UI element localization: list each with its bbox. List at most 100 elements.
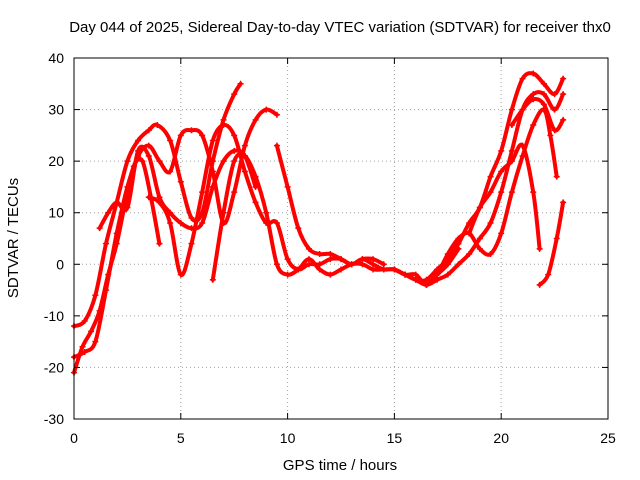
data-point <box>476 235 483 242</box>
data-point <box>295 266 302 273</box>
data-point <box>551 106 558 113</box>
data-point <box>536 281 543 288</box>
data-point <box>466 230 473 237</box>
y-tick-label: 20 <box>48 153 64 169</box>
x-tick-label: 10 <box>280 430 296 446</box>
series-line <box>72 81 243 329</box>
data-point <box>553 173 560 180</box>
y-tick-label: 30 <box>48 102 64 118</box>
data-point <box>530 91 537 98</box>
data-point <box>508 158 515 165</box>
data-point <box>209 183 216 190</box>
data-point <box>88 328 95 335</box>
data-point <box>412 276 419 283</box>
data-point <box>220 122 227 129</box>
data-point <box>551 91 558 98</box>
series-track-6 <box>209 151 462 288</box>
data-point <box>498 230 505 237</box>
series-track-12 <box>508 96 567 134</box>
data-point <box>231 158 238 165</box>
series-track-7 <box>273 90 567 288</box>
data-point <box>327 250 334 257</box>
data-point <box>231 91 238 98</box>
data-point <box>188 214 195 221</box>
y-tick-label: -20 <box>44 359 64 375</box>
data-point <box>508 106 515 113</box>
data-point <box>199 189 206 196</box>
data-point <box>391 266 398 273</box>
y-axis-label: SDTVAR / TECUs <box>5 178 22 298</box>
data-point <box>338 266 344 273</box>
data-point <box>81 318 88 325</box>
series-line <box>274 90 566 287</box>
data-point <box>560 91 567 98</box>
data-point <box>124 204 131 211</box>
y-tick-label: 40 <box>48 50 64 66</box>
data-point <box>167 168 174 175</box>
data-point <box>145 127 152 134</box>
data-point <box>551 127 558 134</box>
data-point <box>444 261 451 268</box>
data-point <box>284 256 291 263</box>
data-point <box>530 70 537 77</box>
data-point <box>295 225 302 232</box>
series-track-11 <box>536 199 567 288</box>
data-point <box>530 122 537 129</box>
data-point <box>145 194 152 201</box>
data-point <box>370 256 377 263</box>
data-point <box>177 271 184 278</box>
series-line <box>467 142 542 251</box>
series-track-5 <box>145 122 387 278</box>
data-point <box>135 147 142 154</box>
data-point <box>209 276 216 283</box>
data-point <box>188 127 195 134</box>
series-line <box>537 200 566 287</box>
data-point <box>199 220 206 227</box>
data-point <box>476 245 483 252</box>
data-point <box>316 266 323 273</box>
data-point <box>177 132 184 139</box>
data-point <box>241 168 248 175</box>
data-point <box>380 266 387 273</box>
grid-lines <box>74 58 608 419</box>
data-point <box>316 261 323 268</box>
data-point <box>273 111 280 118</box>
data-point <box>370 266 377 273</box>
data-point <box>530 189 537 196</box>
data-point <box>167 220 174 227</box>
data-point <box>156 240 163 247</box>
data-point <box>412 271 419 278</box>
data-point <box>284 271 291 278</box>
data-point <box>444 271 451 278</box>
data-point <box>530 96 537 103</box>
data-point <box>263 209 270 216</box>
data-point <box>423 281 430 288</box>
axis-ticks: 0 5 10 15 20 25 -30 -20 -10 0 10 20 30 40 <box>44 50 616 446</box>
data-point <box>370 261 377 268</box>
chart-title: Day 044 of 2025, Sidereal Day-to-day VTE… <box>69 19 611 36</box>
data-point <box>113 240 120 247</box>
data-point <box>476 204 483 211</box>
series-line <box>97 144 258 231</box>
data-point <box>231 147 238 154</box>
data-point <box>252 116 259 123</box>
data-point <box>519 75 526 82</box>
data-point <box>487 220 494 227</box>
data-point <box>338 256 344 263</box>
data-point <box>327 271 334 278</box>
x-tick-label: 0 <box>70 430 78 446</box>
data-point <box>284 183 291 190</box>
data-point <box>508 147 515 154</box>
data-point <box>560 116 567 123</box>
data-point <box>487 173 494 180</box>
data-point <box>167 137 174 144</box>
data-point <box>92 338 99 345</box>
data-point <box>103 240 110 247</box>
data-point <box>231 132 238 139</box>
data-point <box>540 91 547 98</box>
data-point <box>252 173 259 180</box>
data-point <box>177 178 184 185</box>
x-tick-label: 20 <box>493 430 509 446</box>
x-tick-label: 15 <box>387 430 403 446</box>
